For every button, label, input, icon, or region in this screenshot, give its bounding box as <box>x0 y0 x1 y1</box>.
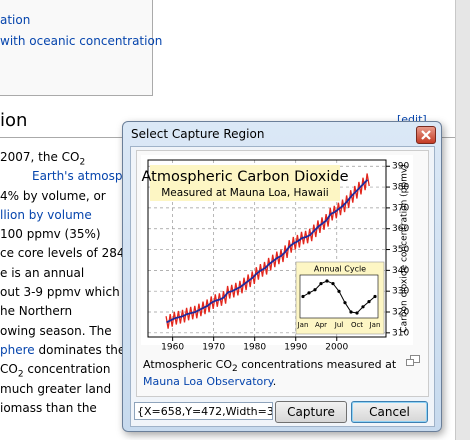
text: dominates the <box>34 342 126 357</box>
text: 100 ppmv (35%) <box>0 227 101 242</box>
article-text: 2007, the CO2 Earth's atmosphere 4% by vol… <box>0 148 150 418</box>
close-button[interactable] <box>416 126 436 144</box>
text-line: Earth's atmosphere <box>0 167 150 186</box>
caption-text: Atmospheric CO <box>143 358 233 371</box>
text-line: e is an annual <box>0 264 150 283</box>
text-line: he Northern <box>0 302 150 321</box>
section-heading: ion <box>0 110 28 131</box>
link[interactable]: llion by volume <box>0 207 92 222</box>
enlarge-icon[interactable] <box>406 355 420 367</box>
text-line: 2007, the CO2 <box>0 148 150 167</box>
text: 2 <box>17 369 24 380</box>
capture-button[interactable]: Capture <box>275 401 347 423</box>
text-line: llion by volume <box>0 206 150 225</box>
caption-text: concentrations measured at <box>237 358 397 371</box>
caption-text: . <box>272 375 277 388</box>
link[interactable]: with oceanic concentration <box>0 34 163 48</box>
link[interactable]: phere <box>0 342 35 357</box>
figure-box: Atmospheric CO2 concentrations measured … <box>136 150 429 397</box>
link[interactable]: Earth's atmosphere <box>32 169 150 184</box>
region-field[interactable]: {X=658,Y=472,Width=301,He <box>134 402 273 420</box>
link[interactable]: ation <box>0 13 31 27</box>
text-line: phere dominates the <box>0 341 150 360</box>
text: much greater land <box>0 381 112 396</box>
info-box: ation with oceanic concentration <box>0 0 162 96</box>
dialog-content: Atmospheric CO2 concentrations measured … <box>130 146 435 427</box>
cancel-button[interactable]: Cancel <box>351 401 428 423</box>
text: he Northern <box>0 304 73 319</box>
window-edge <box>455 0 470 440</box>
text: concentration <box>23 362 111 377</box>
caption-text: 2 <box>232 364 238 375</box>
text-line: 4% by volume, or <box>0 187 150 206</box>
text-line: 100 ppmv (35%) <box>0 225 150 244</box>
text: ce core levels of 284 <box>0 246 125 261</box>
text: e is an annual <box>0 265 85 280</box>
text-line: much greater land <box>0 380 150 399</box>
capture-dialog: Select Capture Region Atmospheric CO2 co… <box>122 121 442 432</box>
text: CO <box>0 362 18 377</box>
text: 2007, the CO <box>0 150 80 164</box>
text-line: iomass than the <box>0 399 150 418</box>
text: owing season. The <box>0 323 112 338</box>
text: 2 <box>79 157 86 168</box>
text-line: owing season. The <box>0 322 150 341</box>
text: out 3-9 ppmv which <box>0 285 120 300</box>
text: 4% by volume, or <box>0 188 106 203</box>
dialog-title: Select Capture Region <box>131 127 265 141</box>
figure-caption: Atmospheric CO2 concentrations measured … <box>143 356 405 390</box>
text-line: out 3-9 ppmv which <box>0 283 150 302</box>
text: iomass than the <box>0 400 97 415</box>
text-line: CO2 concentration <box>0 360 150 379</box>
close-icon <box>421 130 431 140</box>
link[interactable]: Mauna Loa Observatory <box>143 375 273 388</box>
text-line: ce core levels of 284 <box>0 244 150 263</box>
